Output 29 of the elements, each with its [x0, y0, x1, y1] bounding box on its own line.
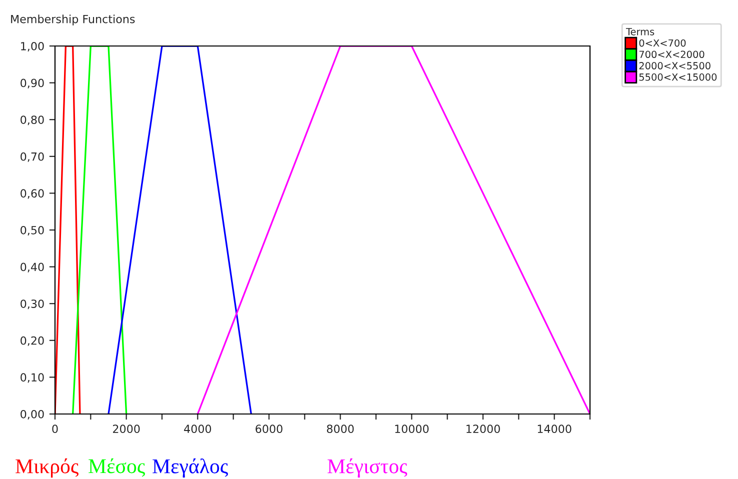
legend-label: 5500<X<15000 [639, 73, 717, 81]
y-tick-label: 0,30 [20, 300, 44, 310]
text: Μεγάλος [152, 458, 228, 478]
text: Μέγιστος [328, 458, 408, 478]
x-tick-label: 8000 [326, 424, 354, 434]
y-tick-label: 0,40 [20, 262, 44, 272]
y-tick-label: 0,20 [20, 336, 44, 346]
y-tick-label: 0,00 [20, 410, 44, 420]
x-tick-label: 6000 [256, 424, 282, 434]
x-tick-label: 14000 [538, 424, 572, 434]
legend-label: 0<X<700 [639, 39, 686, 47]
y-tick-label: 1,00 [21, 42, 44, 52]
y-tick-label: 0,50 [20, 226, 44, 236]
x-tick-label: 0 [52, 424, 58, 434]
legend-label: 700<X<2000 [639, 50, 704, 58]
legend-label: 2000<X<5500 [639, 62, 710, 70]
y-tick-label: 0,70 [20, 152, 44, 162]
x-tick-label: 4000 [184, 424, 212, 434]
text: Μικρός [16, 458, 78, 478]
legend-title: Terms [626, 28, 654, 36]
y-tick-label: 0,60 [20, 189, 44, 199]
x-tick-label: 10000 [395, 424, 429, 434]
y-tick-label: 0,10 [20, 373, 44, 383]
text: Μέσος [88, 458, 145, 477]
y-tick-label: 0,80 [20, 116, 44, 126]
y-tick-label: 0,90 [20, 78, 44, 88]
chart-title: Membership Functions [11, 14, 135, 26]
x-tick-label: 2000 [113, 424, 140, 434]
x-tick-label: 12000 [466, 424, 500, 434]
